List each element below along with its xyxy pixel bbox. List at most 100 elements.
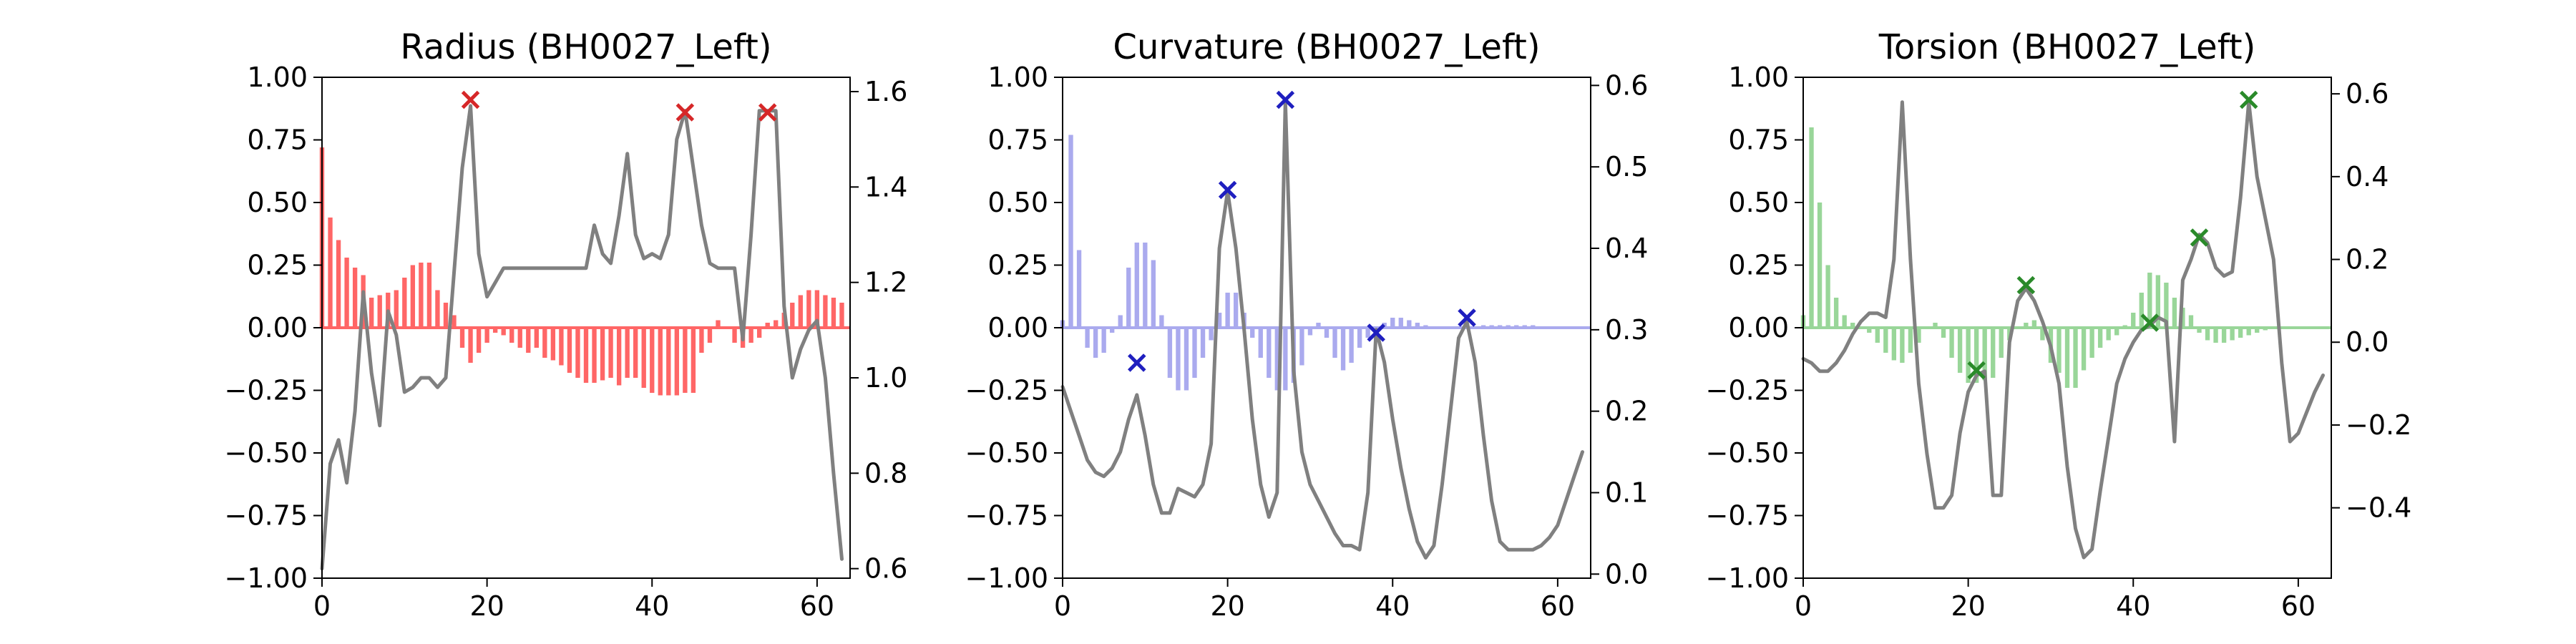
radius-x-tick-label: 0 [313,590,331,622]
torsion-right-y-tick-label: 0.4 [2346,161,2389,192]
radius-bar [410,265,416,328]
torsion-bar [2057,328,2062,373]
torsion-left-y-tick-label: 0.00 [1728,312,1789,343]
torsion-right-y-axis: −0.4 −0.2 0.0 0.2 0.4 0.6 [2331,78,2411,524]
torsion-bar [1875,328,1880,343]
curvature-bar [1407,320,1412,328]
curvature-bar [1209,328,1214,341]
curvature-bar [1085,328,1090,348]
curvature-line-path [1060,99,1584,560]
radius-bar [683,328,688,393]
radius-bar [691,328,696,393]
torsion-bar [1850,323,1855,328]
curvature-bar [1365,328,1370,338]
torsion-bar [1809,127,1814,328]
torsion-bar [2064,328,2070,388]
curvature-peak-marker [1128,353,1146,372]
torsion-right-y-tick-label: −0.4 [2346,492,2411,524]
radius-left-y-tick-label: 0.75 [247,125,308,156]
curvature-left-y-tick-label: 0.25 [987,250,1048,281]
curvature-bar [1126,268,1131,328]
curvature-bar [1283,328,1288,391]
curvature-right-y-tick-label: 0.2 [1605,396,1648,427]
torsion-bar [1974,328,1979,383]
radius-bar [600,328,605,381]
curvature-bar [1176,328,1181,391]
radius-left-y-tick-label: −1.00 [225,562,308,594]
radius-x-tick-label: 40 [635,590,669,622]
torsion-bar [2106,328,2111,341]
radius-left-y-tick-label: 0.25 [247,250,308,281]
curvature-right-y-tick-label: 0.0 [1605,558,1648,590]
curvature-peak-marker [1276,90,1295,109]
torsion-bar [2114,328,2119,336]
torsion-left-y-tick-label: 0.75 [1728,125,1789,156]
torsion-x-tick-label: 0 [1795,590,1812,622]
curvature-bar [1398,318,1403,328]
torsion-x-tick-label: 40 [2116,590,2150,622]
radius-bar [625,328,630,378]
radius-x-axis: 0 20 40 60 [313,578,834,622]
torsion-left-y-axis: −1.00 −0.75 −0.50 −0.25 0.00 0.25 0.50 0.75 1.00 [1706,62,1803,594]
curvature-bar [1110,328,1115,333]
torsion-bar [2139,293,2144,328]
radius-bar [468,328,473,363]
radius-bar [806,290,811,328]
curvature-bar [1274,328,1279,391]
torsion-bars [1800,127,2331,388]
torsion-x-axis: 0 20 40 60 [1795,578,2316,622]
radius-right-y-tick-label: 1.2 [864,267,907,298]
radius-bar [707,328,713,343]
radius-bar [756,328,762,338]
curvature-bar [1267,328,1272,378]
torsion-peak-markers [1967,90,2258,380]
curvature-bar [1415,323,1420,328]
radius-peak-marker [675,103,695,122]
curvature-bar [1382,323,1387,328]
torsion-right-y-tick-label: 0.2 [2346,244,2389,275]
torsion-right-y-tick-label: 0.0 [2346,326,2389,358]
curvature-peak-marker [1367,323,1385,342]
torsion-peak-marker [2016,275,2036,295]
radius-bar [517,328,522,348]
radius-bar [542,328,547,358]
radius-bar [526,328,531,353]
curvature-bar [1184,328,1189,391]
curvature-left-y-tick-label: 1.00 [987,62,1048,93]
curvature-x-tick-label: 0 [1054,590,1071,622]
radius-bar [352,268,358,328]
curvature-bar [1390,318,1395,328]
radius-bar [666,328,671,396]
torsion-bar [2205,328,2210,341]
curvature-bar [1349,328,1354,363]
curvature-bar [1159,315,1164,328]
curvature-bar [1167,328,1173,378]
radius-left-y-tick-label: −0.25 [225,375,308,406]
radius-bar [774,320,779,328]
radius-bar [550,328,556,361]
torsion-bar [1833,298,1839,328]
radius-title: Radius (BH0027_Left) [400,27,771,67]
radius-left-y-tick-label: 0.00 [247,312,308,343]
radius-x-tick-label: 60 [800,590,834,622]
curvature-bar [1093,328,1098,358]
curvature-right-y-axis: 0.0 0.1 0.2 0.3 0.4 0.5 0.6 [1591,69,1648,590]
torsion-bar [2073,328,2078,388]
radius-bar [435,290,440,328]
radius-bar [699,328,704,353]
radius-bar [732,328,737,343]
torsion-peak-marker [1967,361,1986,380]
radius-bar [823,295,828,328]
radius-bar [790,303,795,328]
radius-bar [501,328,506,336]
torsion-bar [1991,328,1996,378]
radius-bar [575,328,580,378]
torsion-bar [2197,328,2202,333]
radius-bar [831,298,836,328]
torsion-x-tick-label: 60 [2281,590,2316,622]
curvature-bar [1324,328,1330,338]
radius-right-y-tick-label: 1.4 [864,171,907,203]
torsion-bar [2230,328,2235,341]
torsion-bar [2246,328,2251,336]
radius-peak-marker [461,90,480,109]
